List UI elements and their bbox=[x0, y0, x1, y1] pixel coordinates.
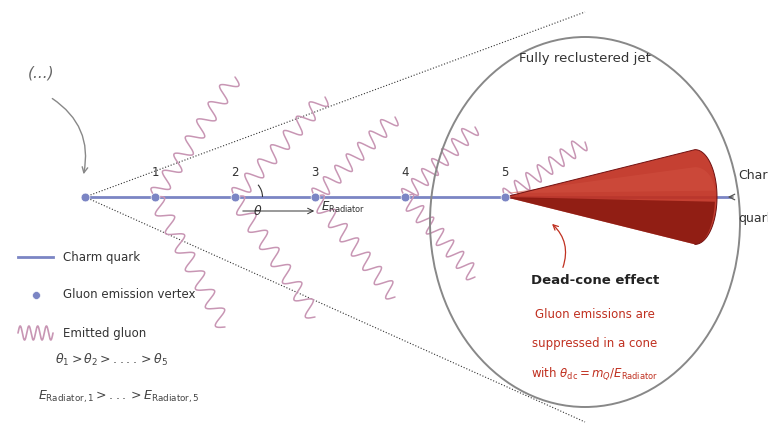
Text: $\theta_1 > \theta_2 > .... > \theta_5$: $\theta_1 > \theta_2 > .... > \theta_5$ bbox=[55, 352, 168, 368]
Point bbox=[399, 194, 411, 200]
Text: (...): (...) bbox=[28, 65, 55, 80]
Text: 1: 1 bbox=[151, 166, 159, 179]
Point bbox=[149, 194, 161, 200]
Text: $E_{\rm Radiator}$: $E_{\rm Radiator}$ bbox=[321, 200, 366, 215]
Text: suppressed in a cone: suppressed in a cone bbox=[532, 337, 657, 350]
Text: Fully reclustered jet: Fully reclustered jet bbox=[519, 52, 651, 65]
Text: Gluon emission vertex: Gluon emission vertex bbox=[63, 289, 196, 302]
Polygon shape bbox=[505, 149, 717, 245]
Text: 4: 4 bbox=[401, 166, 409, 179]
Text: with $\theta_{\rm dc} = m_Q/E_{\rm Radiator}$: with $\theta_{\rm dc} = m_Q/E_{\rm Radia… bbox=[531, 365, 658, 382]
Point bbox=[499, 194, 511, 200]
Text: 3: 3 bbox=[311, 166, 319, 179]
Text: $E_{\rm Radiator,1} > ... > E_{\rm Radiator,5}$: $E_{\rm Radiator,1} > ... > E_{\rm Radia… bbox=[38, 389, 200, 405]
Text: 2: 2 bbox=[231, 166, 239, 179]
Point bbox=[309, 194, 321, 200]
Text: 5: 5 bbox=[502, 166, 508, 179]
Text: Charm: Charm bbox=[738, 169, 768, 182]
Text: Emitted gluon: Emitted gluon bbox=[63, 327, 146, 340]
Polygon shape bbox=[505, 197, 715, 245]
Text: Charm quark: Charm quark bbox=[63, 251, 140, 264]
Text: quark: quark bbox=[738, 212, 768, 225]
FancyArrowPatch shape bbox=[52, 98, 88, 173]
Text: Dead-cone effect: Dead-cone effect bbox=[531, 273, 659, 286]
Text: $\theta$: $\theta$ bbox=[253, 204, 263, 218]
Text: Gluon emissions are: Gluon emissions are bbox=[535, 308, 655, 321]
Polygon shape bbox=[505, 167, 715, 193]
FancyArrowPatch shape bbox=[553, 225, 565, 267]
Point bbox=[229, 194, 241, 200]
Point bbox=[29, 292, 41, 299]
Point bbox=[79, 194, 91, 200]
